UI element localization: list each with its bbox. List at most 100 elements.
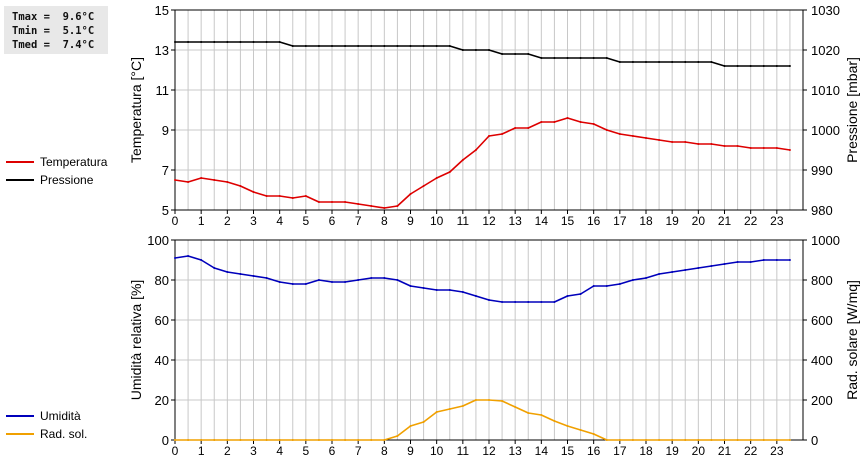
series-line-humidity <box>174 255 790 303</box>
data-point-radiation <box>605 439 608 441</box>
y2-axis-label: Pressione [mbar] <box>844 57 860 163</box>
x-tick-label: 9 <box>407 444 414 458</box>
data-point-temperature <box>461 159 464 161</box>
y2-tick-label: 400 <box>811 353 833 368</box>
data-point-pressure <box>461 49 464 51</box>
x-tick-label: 14 <box>535 214 549 228</box>
data-point-pressure <box>488 49 490 51</box>
data-point-humidity <box>514 301 517 303</box>
data-point-pressure <box>213 41 216 43</box>
data-point-humidity <box>357 279 360 281</box>
data-point-temperature <box>291 197 294 199</box>
data-point-radiation <box>383 439 386 441</box>
legend-swatch-radiation <box>6 433 34 435</box>
data-point-humidity <box>631 279 634 281</box>
y2-tick-label: 1020 <box>811 43 840 58</box>
data-point-radiation <box>174 439 176 441</box>
x-tick-label: 7 <box>355 214 362 228</box>
y2-tick-label: 1030 <box>811 3 840 18</box>
data-point-humidity <box>723 263 726 265</box>
x-tick-label: 10 <box>430 214 444 228</box>
legend-item-radiation: Rad. sol. <box>4 425 87 443</box>
x-tick-label: 12 <box>482 444 496 458</box>
data-point-humidity <box>344 281 347 283</box>
data-point-pressure <box>265 41 268 43</box>
data-point-humidity <box>710 265 713 267</box>
data-point-temperature <box>527 127 530 129</box>
data-point-temperature <box>658 139 661 141</box>
data-point-pressure <box>527 53 530 55</box>
data-point-temperature <box>684 141 687 143</box>
data-point-temperature <box>357 203 360 205</box>
data-point-pressure <box>435 45 438 47</box>
data-point-humidity <box>684 269 687 271</box>
data-point-humidity <box>566 295 569 297</box>
data-point-temperature <box>383 207 386 209</box>
data-point-radiation <box>501 400 504 402</box>
x-tick-label: 8 <box>381 444 388 458</box>
y-axis-label: Umidità relativa [%] <box>128 280 144 401</box>
y-tick-label: 20 <box>155 393 169 408</box>
data-point-humidity <box>278 281 281 283</box>
data-point-temperature <box>762 147 765 149</box>
data-point-temperature <box>501 133 504 135</box>
data-point-pressure <box>658 61 661 63</box>
x-tick-label: 1 <box>198 214 205 228</box>
data-point-humidity <box>370 277 373 279</box>
x-tick-label: 6 <box>329 444 336 458</box>
data-point-humidity <box>605 285 608 287</box>
legend-label-temperature: Temperatura <box>40 155 108 169</box>
x-tick-label: 13 <box>508 444 522 458</box>
data-point-humidity <box>396 279 399 281</box>
data-point-temperature <box>200 177 203 179</box>
tmax-stat: Tmax = 9.6°C <box>12 11 95 23</box>
x-tick-label: 20 <box>692 444 706 458</box>
x-tick-label: 3 <box>250 444 257 458</box>
series-line-radiation <box>175 399 790 441</box>
data-point-temperature <box>370 205 373 207</box>
data-point-humidity <box>200 259 203 261</box>
y2-tick-label: 0 <box>811 433 818 448</box>
y-tick-label: 80 <box>155 273 169 288</box>
plot-frame <box>174 239 804 441</box>
data-point-temperature <box>422 185 425 187</box>
x-tick-label: 2 <box>224 214 231 228</box>
data-point-temperature <box>488 135 490 137</box>
data-point-temperature <box>187 181 190 183</box>
y-tick-label: 5 <box>162 203 169 218</box>
data-point-temperature <box>749 147 752 149</box>
series-line-temperature <box>174 117 791 209</box>
data-point-humidity <box>291 283 294 285</box>
x-tick-label: 8 <box>381 214 388 228</box>
data-point-temperature <box>710 143 713 145</box>
data-point-pressure <box>200 41 203 43</box>
data-point-humidity <box>645 277 647 279</box>
data-point-pressure <box>383 45 386 47</box>
data-point-temperature <box>239 185 242 187</box>
data-point-humidity <box>383 277 386 279</box>
legend-item-humidity: Umidità <box>4 407 87 425</box>
y2-tick-label: 600 <box>811 313 833 328</box>
x-tick-label: 14 <box>535 444 549 458</box>
data-point-radiation <box>658 439 661 441</box>
data-point-radiation <box>553 420 556 422</box>
data-point-temperature <box>435 177 438 179</box>
data-point-pressure <box>579 57 582 59</box>
data-point-humidity <box>762 259 765 261</box>
data-point-humidity <box>540 301 543 303</box>
data-point-radiation <box>788 439 791 441</box>
data-point-radiation <box>213 439 216 441</box>
data-point-temperature <box>671 141 674 143</box>
legend-bottom: Umidità Rad. sol. <box>4 407 87 443</box>
data-point-radiation <box>187 439 190 441</box>
data-point-humidity <box>213 267 216 269</box>
x-tick-label: 7 <box>355 444 362 458</box>
data-point-pressure <box>370 45 373 47</box>
data-point-radiation <box>566 425 569 427</box>
data-point-humidity <box>553 301 556 303</box>
y2-axis-label: Rad. solare [W/mq] <box>844 280 860 400</box>
series-line-pressure <box>175 41 790 67</box>
data-point-pressure <box>226 41 229 43</box>
data-point-radiation <box>239 439 242 441</box>
